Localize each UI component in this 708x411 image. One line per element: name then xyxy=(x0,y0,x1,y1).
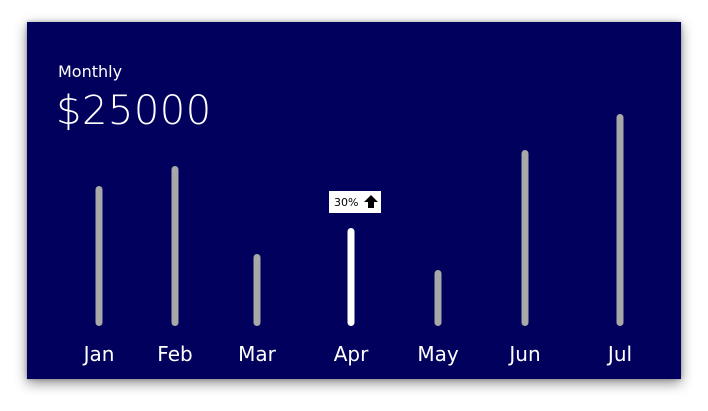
bar-may[interactable] xyxy=(434,270,442,326)
x-tick-label-jul: Jul xyxy=(606,342,632,366)
badge-percent: 30% xyxy=(334,196,358,209)
bar-jun[interactable] xyxy=(521,150,529,326)
total-amount: $25000 xyxy=(56,88,212,134)
bar-mar[interactable] xyxy=(253,254,261,326)
x-tick-label-jan: Jan xyxy=(82,342,115,366)
bar-chart: Jan Feb Mar Apr 30% May Jun Jul xyxy=(82,114,632,366)
period-label: Monthly xyxy=(58,62,123,81)
x-tick-label-may: May xyxy=(417,342,459,366)
arrow-up-icon xyxy=(364,195,378,208)
x-tick-label-jun: Jun xyxy=(507,342,540,366)
x-tick-label-feb: Feb xyxy=(157,342,192,366)
bar-jan[interactable] xyxy=(95,186,103,326)
change-badge: 30% xyxy=(329,191,381,213)
bar-jul[interactable] xyxy=(616,114,624,326)
x-tick-label-apr: Apr xyxy=(334,342,369,366)
x-tick-label-mar: Mar xyxy=(238,342,277,366)
chart-card: Monthly $25000 Jan Feb Mar Apr 30% May Jun Jul xyxy=(27,22,681,379)
bar-apr[interactable] xyxy=(347,228,355,326)
bar-feb[interactable] xyxy=(171,166,179,326)
